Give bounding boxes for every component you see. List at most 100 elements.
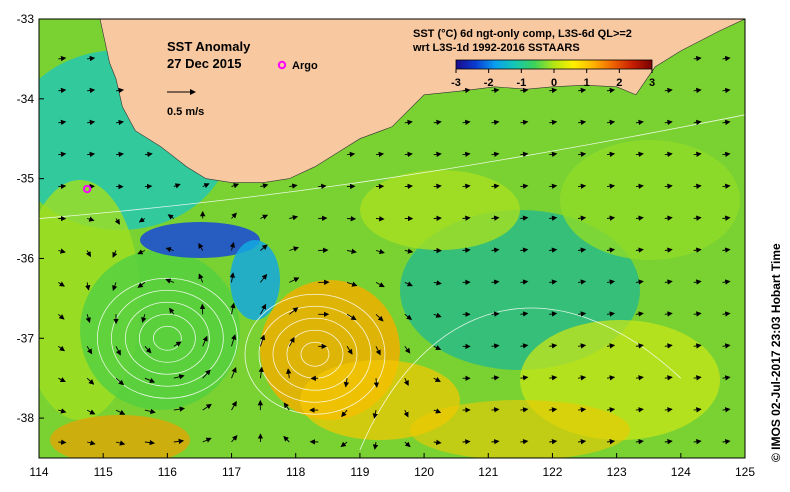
current-vector — [549, 87, 558, 94]
current-vector — [260, 303, 267, 315]
current-vector — [693, 55, 702, 62]
current-vector — [404, 183, 413, 190]
current-vector — [722, 119, 731, 126]
current-vector — [289, 183, 298, 189]
current-vector — [664, 375, 673, 381]
current-vector — [289, 307, 299, 315]
velocity-contour — [272, 317, 358, 391]
current-vector — [343, 378, 350, 388]
current-vector — [462, 439, 471, 445]
current-vector — [491, 375, 500, 381]
current-vector — [664, 183, 673, 189]
sst-anomaly-field — [39, 50, 740, 458]
current-vector — [286, 368, 292, 379]
current-vector — [86, 346, 93, 355]
current-vector — [375, 216, 385, 222]
current-vector — [549, 375, 558, 381]
velocity-contours — [39, 114, 745, 451]
current-vector — [86, 440, 96, 446]
current-vector — [202, 403, 212, 411]
y-tick-label: -37 — [17, 331, 35, 345]
current-vector — [549, 215, 558, 221]
current-vector — [578, 87, 587, 94]
current-vector — [58, 248, 66, 254]
colorbar-tick-label: 3 — [649, 77, 655, 89]
current-vector — [433, 345, 442, 350]
colorbar-tick-label: 1 — [584, 77, 590, 89]
current-vector — [404, 441, 411, 448]
velocity-contour — [96, 277, 238, 399]
current-vector — [549, 183, 558, 189]
current-vector — [137, 282, 146, 288]
current-vector — [491, 279, 500, 285]
current-vector — [606, 279, 616, 285]
current-vector — [433, 312, 442, 318]
current-vector — [58, 55, 67, 62]
current-vector — [549, 407, 558, 413]
current-vector — [141, 314, 147, 323]
current-vector — [520, 375, 529, 381]
velocity-contour — [300, 341, 330, 367]
current-vector — [58, 119, 67, 126]
current-vector — [664, 343, 673, 349]
current-vector — [289, 215, 299, 221]
current-vector — [169, 307, 175, 315]
current-vector — [606, 407, 616, 413]
current-vector — [635, 279, 644, 285]
current-vector — [114, 218, 120, 225]
current-vector — [58, 151, 67, 158]
x-axis: 114 115 116 117 118 119 120 121 122 123 124 125 — [29, 453, 755, 479]
current-vector — [491, 407, 500, 413]
current-vector — [404, 313, 413, 321]
current-vector — [259, 334, 266, 347]
velocity-contour — [110, 289, 224, 387]
current-vector — [318, 215, 328, 221]
current-vector — [606, 215, 616, 221]
current-vector — [491, 311, 500, 317]
current-vector — [578, 183, 587, 189]
current-vector — [549, 311, 558, 317]
current-vector — [230, 302, 236, 315]
x-tick-label: 116 — [158, 465, 177, 479]
current-vector — [520, 407, 529, 413]
current-vector — [87, 55, 96, 62]
velocity-contour — [258, 305, 372, 403]
current-vector — [202, 335, 208, 347]
current-vector — [375, 313, 384, 322]
current-vector — [288, 336, 295, 347]
current-vector — [86, 409, 96, 415]
current-vector — [347, 151, 356, 158]
current-vector — [578, 438, 587, 445]
current-vector — [693, 183, 702, 189]
current-vector — [198, 242, 204, 251]
current-vector — [433, 119, 442, 126]
current-vector — [346, 281, 358, 287]
current-vector — [606, 87, 616, 94]
current-vector — [549, 279, 558, 285]
x-tick-label: 118 — [286, 465, 305, 479]
current-vector — [606, 151, 616, 157]
current-vector — [115, 377, 125, 386]
current-vector — [606, 183, 616, 189]
current-vector — [144, 408, 156, 415]
colorbar-tick-label: 0 — [551, 77, 557, 89]
velocity-contour — [39, 114, 745, 219]
current-vector — [520, 438, 529, 445]
current-vector — [115, 346, 121, 356]
current-vector — [58, 408, 67, 414]
current-vector — [58, 377, 66, 383]
current-vector — [260, 183, 269, 189]
current-vector — [578, 151, 587, 157]
current-vector — [231, 334, 237, 347]
current-vector — [578, 407, 587, 413]
current-vector — [260, 273, 268, 283]
current-vector — [173, 183, 181, 189]
current-vector — [433, 408, 442, 414]
current-vector — [693, 247, 702, 253]
current-vector — [173, 406, 185, 412]
x-tick-label: 124 — [671, 465, 691, 479]
current-vector — [462, 183, 471, 189]
current-vector — [433, 280, 442, 286]
current-vector — [346, 346, 353, 355]
